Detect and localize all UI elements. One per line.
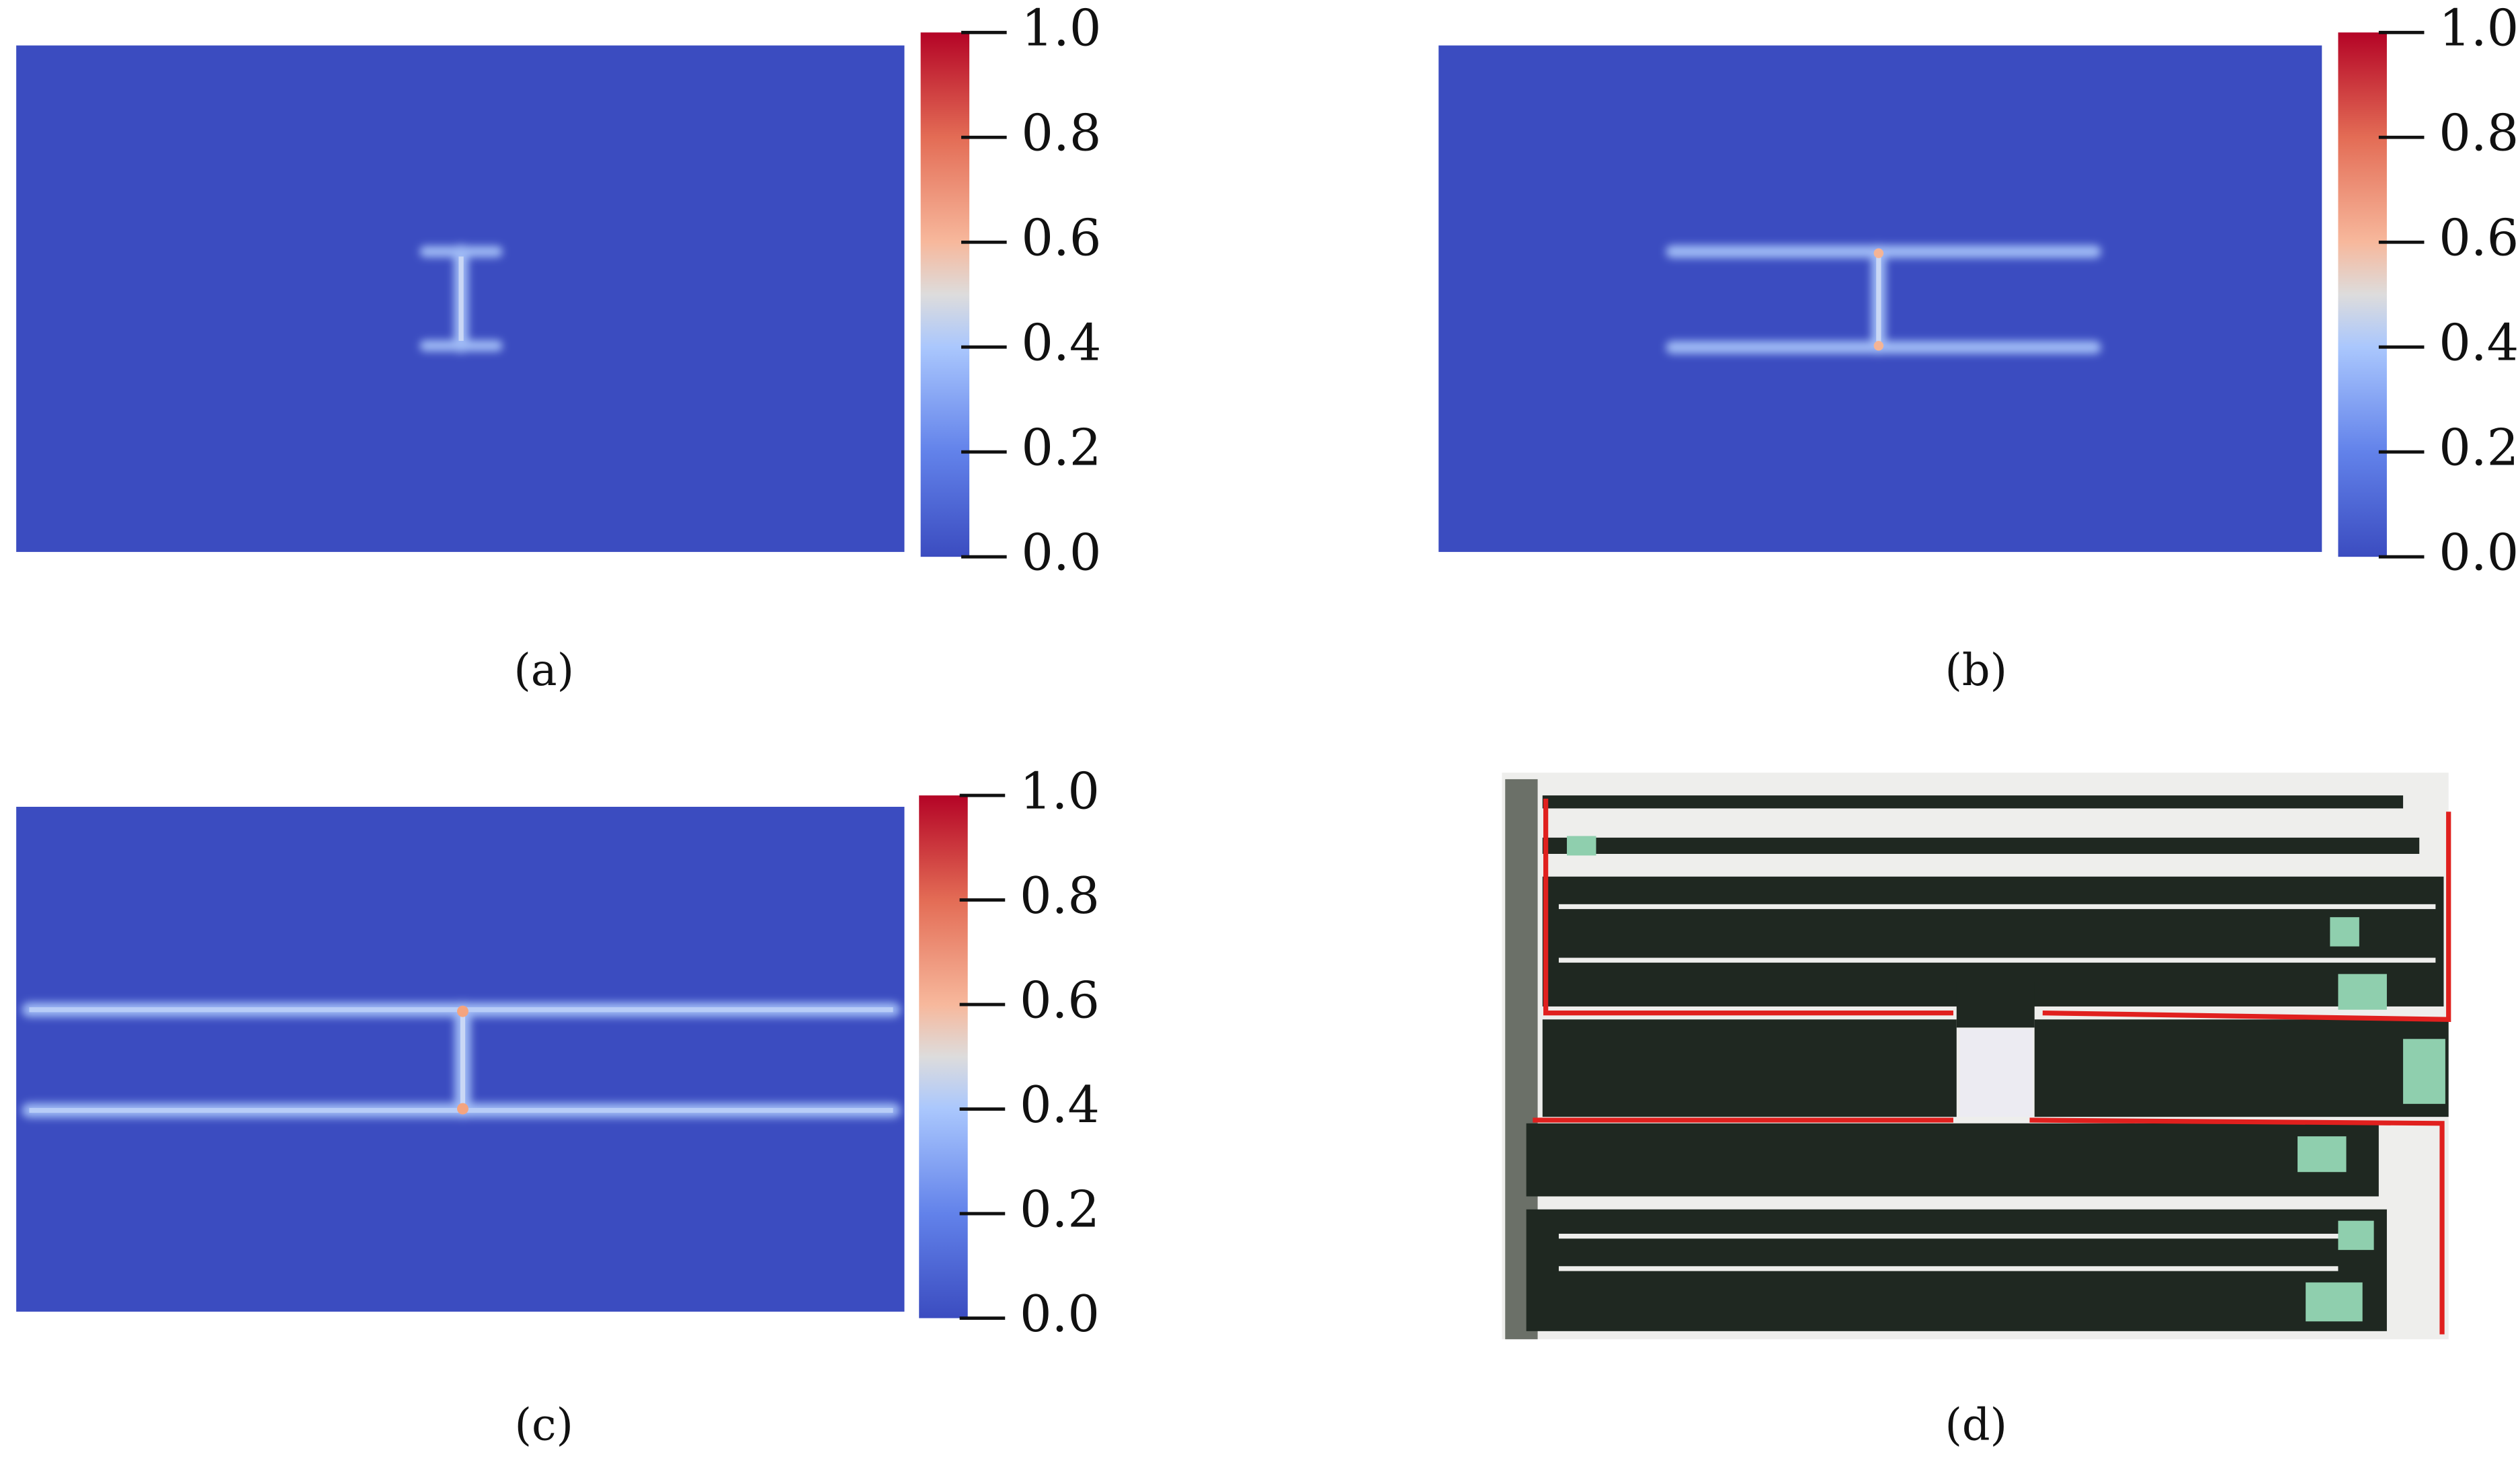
field-c xyxy=(16,806,905,1312)
colorbar-tick-label: 0.0 xyxy=(1021,524,1101,582)
colorbar-tick-label: 0.0 xyxy=(1020,1285,1100,1343)
colorbar-tick-label: 0.2 xyxy=(2439,419,2519,477)
caption: (d) xyxy=(1945,1400,2007,1451)
caption: (c) xyxy=(515,1400,573,1451)
colorbar-tick-label: 0.2 xyxy=(1021,419,1101,477)
colorbar-tick-label: 1.0 xyxy=(2439,0,2519,58)
colorbar xyxy=(2338,32,2387,557)
colorbar-tick-label: 0.6 xyxy=(1021,209,1101,268)
colorbar-tick-label: 0.8 xyxy=(1020,867,1100,925)
colorbar-tick-label: 0.6 xyxy=(2439,209,2519,268)
colorbar-tick-label: 1.0 xyxy=(1021,0,1101,58)
field-b xyxy=(1438,45,2322,552)
colorbar xyxy=(920,32,970,557)
colorbar-tick-label: 0.6 xyxy=(1020,972,1100,1030)
colorbar-tick-label: 0.8 xyxy=(1021,104,1101,163)
caption: (a) xyxy=(514,645,574,696)
colorbar-tick-label: 0.4 xyxy=(1021,314,1101,372)
colorbar xyxy=(919,795,968,1318)
field-a xyxy=(16,45,905,552)
colorbar-tick-label: 0.4 xyxy=(2439,314,2519,372)
colorbar-tick-label: 0.8 xyxy=(2439,104,2519,163)
colorbar-tick-label: 0.2 xyxy=(1020,1181,1100,1239)
colorbar-tick-label: 1.0 xyxy=(1020,762,1100,821)
caption: (b) xyxy=(1945,645,2007,696)
photo-d xyxy=(1502,773,2451,1339)
colorbar-tick-label: 0.4 xyxy=(1020,1076,1100,1134)
colorbar-tick-label: 0.0 xyxy=(2439,524,2519,582)
